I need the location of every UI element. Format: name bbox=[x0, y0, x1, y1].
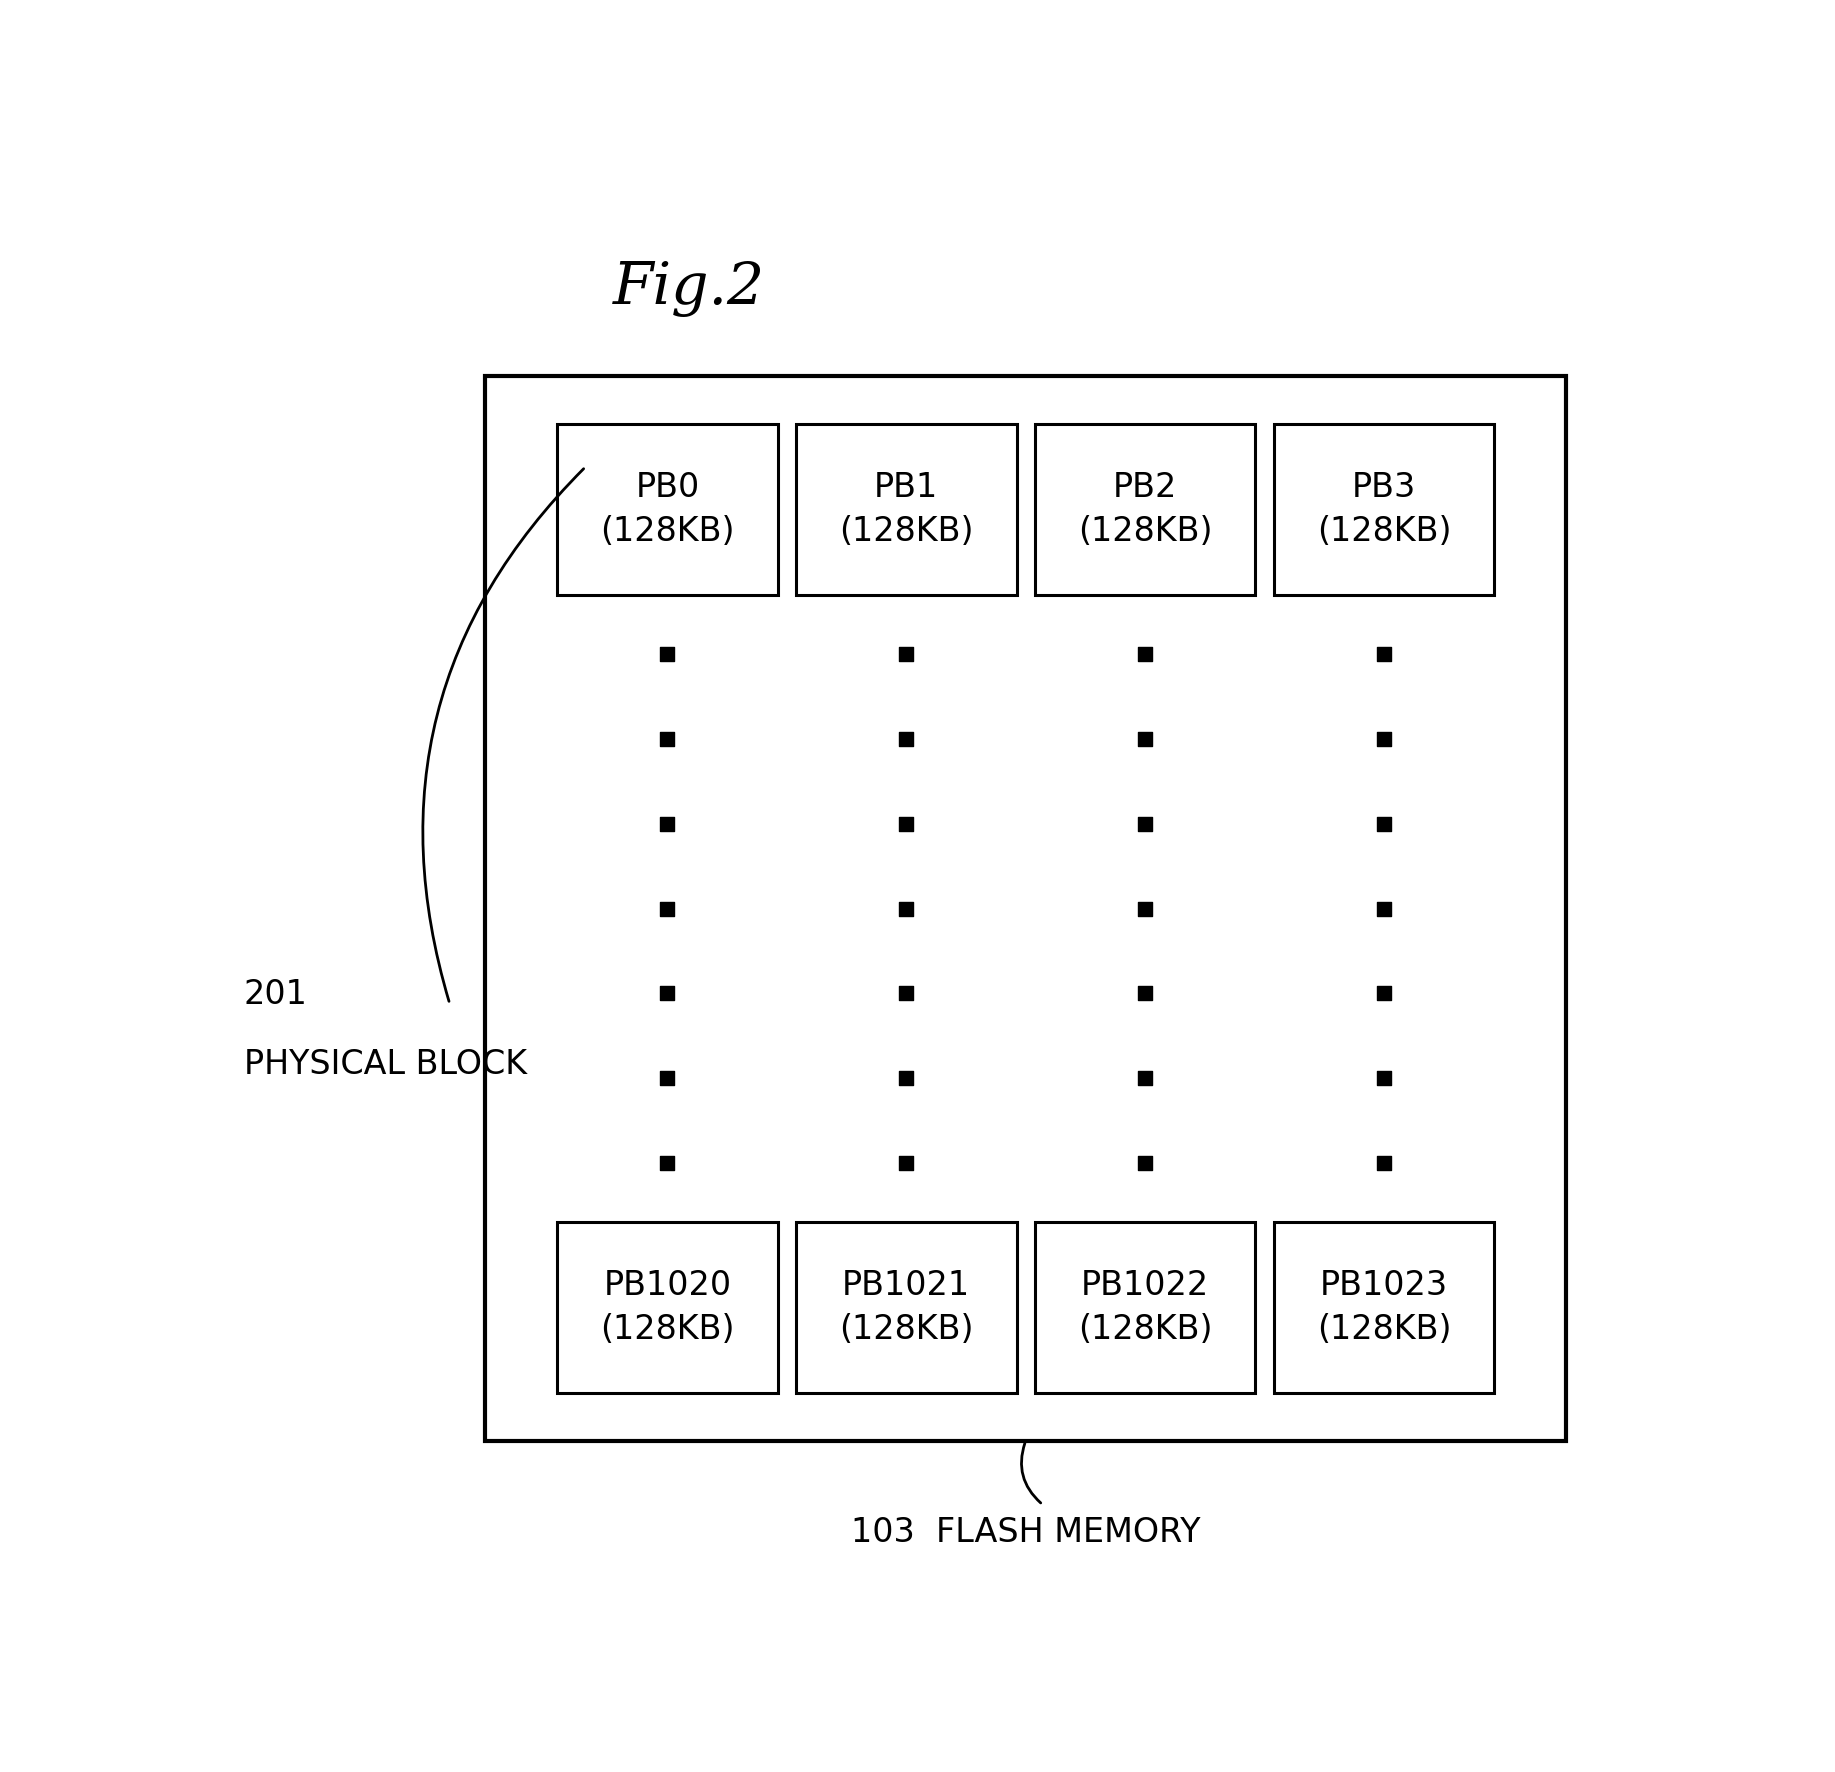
Point bbox=[653, 1150, 683, 1178]
FancyBboxPatch shape bbox=[558, 1223, 778, 1393]
FancyBboxPatch shape bbox=[1273, 424, 1494, 595]
Point bbox=[1369, 810, 1398, 838]
FancyBboxPatch shape bbox=[558, 424, 778, 595]
Point bbox=[1369, 980, 1398, 1008]
Point bbox=[892, 895, 921, 923]
Text: PB0
(128KB): PB0 (128KB) bbox=[600, 471, 734, 548]
Point bbox=[1369, 725, 1398, 753]
Point bbox=[1130, 810, 1160, 838]
Text: PB1021
(128KB): PB1021 (128KB) bbox=[839, 1269, 974, 1345]
Point bbox=[653, 810, 683, 838]
Point bbox=[892, 1065, 921, 1093]
Text: Fig.2: Fig.2 bbox=[613, 260, 765, 317]
Text: PB1020
(128KB): PB1020 (128KB) bbox=[600, 1269, 734, 1345]
FancyBboxPatch shape bbox=[796, 424, 1017, 595]
Point bbox=[892, 725, 921, 753]
Point bbox=[892, 980, 921, 1008]
Text: PB2
(128KB): PB2 (128KB) bbox=[1077, 471, 1213, 548]
Point bbox=[1369, 1065, 1398, 1093]
Point bbox=[1130, 725, 1160, 753]
Text: PB1
(128KB): PB1 (128KB) bbox=[839, 471, 974, 548]
Text: PB3
(128KB): PB3 (128KB) bbox=[1318, 471, 1451, 548]
Point bbox=[1130, 895, 1160, 923]
FancyBboxPatch shape bbox=[1035, 1223, 1255, 1393]
Point bbox=[892, 640, 921, 668]
FancyBboxPatch shape bbox=[1273, 1223, 1494, 1393]
Text: PHYSICAL BLOCK: PHYSICAL BLOCK bbox=[244, 1047, 527, 1081]
Point bbox=[653, 640, 683, 668]
FancyBboxPatch shape bbox=[1035, 424, 1255, 595]
Text: 201: 201 bbox=[244, 978, 308, 1010]
Text: 103  FLASH MEMORY: 103 FLASH MEMORY bbox=[851, 1515, 1200, 1549]
Text: PB1023
(128KB): PB1023 (128KB) bbox=[1318, 1269, 1451, 1345]
Point bbox=[653, 895, 683, 923]
Point bbox=[1130, 1065, 1160, 1093]
Point bbox=[653, 725, 683, 753]
Point bbox=[892, 810, 921, 838]
Point bbox=[1369, 1150, 1398, 1178]
Point bbox=[1130, 980, 1160, 1008]
Point bbox=[1369, 640, 1398, 668]
FancyBboxPatch shape bbox=[796, 1223, 1017, 1393]
Point bbox=[653, 980, 683, 1008]
FancyBboxPatch shape bbox=[484, 376, 1565, 1441]
Text: PB1022
(128KB): PB1022 (128KB) bbox=[1077, 1269, 1213, 1345]
Point bbox=[1130, 640, 1160, 668]
Point bbox=[1369, 895, 1398, 923]
Point bbox=[653, 1065, 683, 1093]
Point bbox=[1130, 1150, 1160, 1178]
Point bbox=[892, 1150, 921, 1178]
